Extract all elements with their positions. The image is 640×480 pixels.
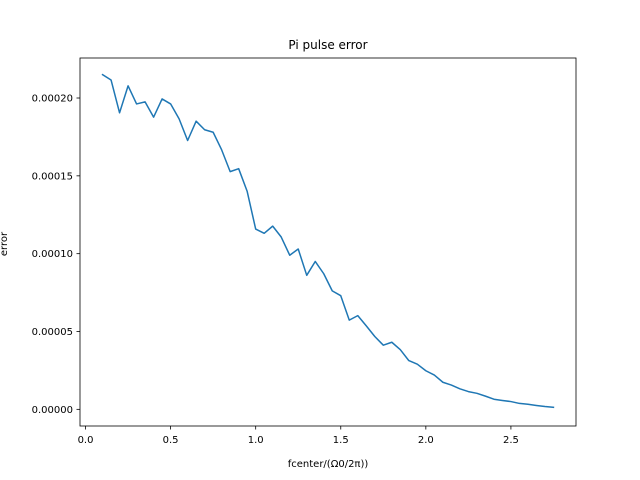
plot-area: 0.0 0.5 1.0 1.5 2.0 2.5 0.00000 0.00005 0.00010 0… — [32, 57, 577, 446]
y-tick-label: 0.00010 — [32, 249, 73, 260]
series-line-0 — [101, 73, 555, 409]
x-axis-label: fcenter/(Ω0/2π)) — [288, 459, 369, 470]
x-tick-label: 1.5 — [333, 435, 349, 446]
x-tick-label: 2.0 — [418, 435, 434, 446]
y-tick-label: 0.00000 — [32, 405, 73, 416]
x-tick-label: 0.0 — [78, 435, 94, 446]
axes-frame — [79, 57, 577, 427]
x-tick-label: 1.0 — [248, 435, 264, 446]
y-tick-label: 0.00015 — [32, 171, 73, 182]
y-tick-label: 0.00020 — [32, 94, 73, 105]
x-tick-label: 2.5 — [503, 435, 519, 446]
y-axis-label: error — [0, 231, 10, 256]
y-tick-label: 0.00005 — [32, 327, 73, 338]
x-tick-label: 0.5 — [163, 435, 179, 446]
chart-title: Pi pulse error — [288, 38, 367, 52]
